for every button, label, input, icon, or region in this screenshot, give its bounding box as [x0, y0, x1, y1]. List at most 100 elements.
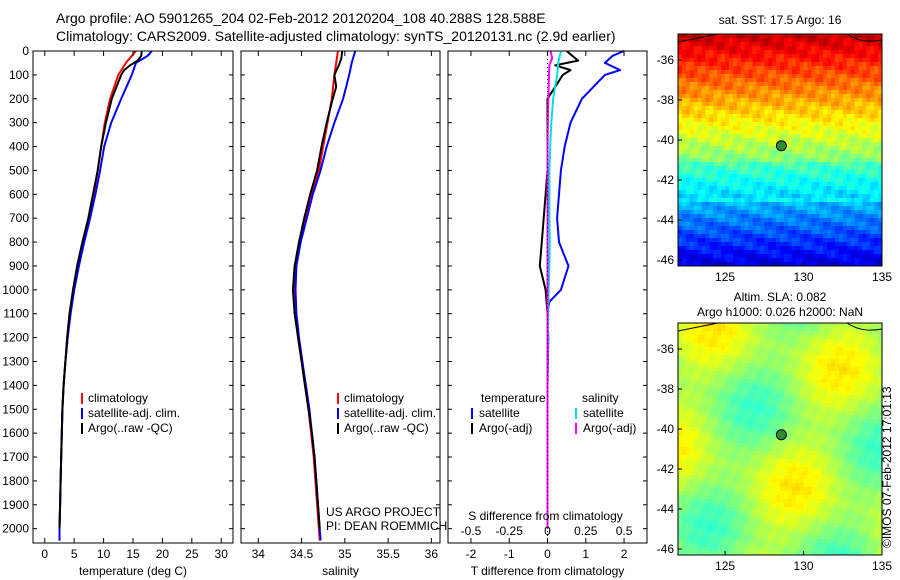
sst-map-cell — [713, 238, 718, 243]
sst-map-cell — [791, 234, 797, 239]
sst-map-cell — [736, 126, 742, 131]
sst-map-cell — [842, 162, 848, 167]
sst-map-cell — [854, 182, 859, 187]
sst-map-cell — [725, 82, 730, 87]
sla-map-cell — [689, 387, 695, 392]
sst-map-cell — [846, 82, 852, 87]
sst-map-cell — [803, 190, 808, 195]
sst-map-cell — [685, 174, 691, 179]
sst-map-cell — [713, 90, 718, 95]
sst-map-cell — [776, 130, 781, 135]
sla-map-cell — [787, 387, 793, 392]
sla-map-cell — [854, 355, 859, 360]
sst-map-cell — [811, 230, 816, 235]
sst-map-cell — [721, 126, 726, 131]
sla-map-cell — [740, 367, 746, 372]
sla-map-cell — [736, 395, 742, 400]
sla-map-cell — [736, 391, 742, 396]
sla-map-cell — [693, 335, 699, 340]
sst-map-cell — [858, 214, 863, 219]
sst-map-cell — [799, 86, 804, 91]
sst-map-cell — [795, 134, 801, 139]
sla-map-cell — [827, 339, 832, 344]
sst-map-cell — [744, 62, 750, 67]
sst-map-cell — [799, 166, 804, 171]
sla-map-cell — [854, 383, 859, 388]
sla-map-cell — [685, 347, 691, 352]
sst-map-cell — [732, 166, 738, 171]
sla-map-cell — [717, 335, 722, 340]
sst-map-cell — [878, 74, 883, 79]
sst-map-cell — [678, 194, 683, 199]
sla-map-cell — [729, 335, 734, 340]
salinity-xtick-label: 34 — [252, 547, 266, 561]
sst-map-cell — [740, 210, 746, 215]
sst-map-cell — [823, 90, 828, 95]
sst-map-cell — [756, 70, 761, 75]
sst-map-cell — [709, 250, 714, 255]
sst-map-cell — [764, 74, 769, 79]
sst-map-cell — [878, 182, 883, 187]
sla-map-cell — [736, 367, 742, 372]
sst-map-cell — [717, 94, 722, 99]
sst-map-cell — [768, 166, 773, 171]
sst-map-cell — [819, 250, 824, 255]
sst-map-cell — [768, 74, 773, 79]
sst-map-cell — [736, 234, 742, 239]
sst-map-cell — [831, 246, 836, 251]
sst-map-cell — [834, 174, 840, 179]
sst-map-cell — [760, 214, 765, 219]
sla-map-cell — [858, 367, 863, 372]
sst-map-cell — [689, 142, 695, 147]
sla-map-cell — [776, 327, 781, 332]
sst-map-cell — [744, 66, 750, 71]
sla-map-cell — [815, 339, 820, 344]
sst-map-cell — [713, 146, 718, 151]
sst-map-cell — [838, 246, 844, 251]
sst-map-cell — [717, 138, 722, 143]
sla-map-cell — [725, 411, 730, 416]
sst-map-cell — [725, 38, 730, 43]
sst-map-cell — [815, 82, 820, 87]
sst-map-cell — [689, 190, 695, 195]
sst-map-cell — [834, 106, 840, 111]
sst-map-cell — [740, 142, 746, 147]
sla-map-cell — [681, 407, 687, 412]
sla-map-cell — [736, 327, 742, 332]
sla-map-cell — [846, 347, 852, 352]
sla-map-cell — [823, 403, 828, 408]
sla-map-cell — [850, 411, 855, 416]
sla-map-cell — [756, 451, 761, 456]
sla-map-cell — [693, 375, 699, 380]
sst-map-cell — [697, 170, 702, 175]
sst-map-cell — [685, 242, 691, 247]
sla-map-cell — [717, 435, 722, 440]
sst-map-cell — [846, 158, 852, 163]
sst-map-cell — [776, 186, 781, 191]
sst-map-cell — [874, 46, 879, 51]
sla-map-cell — [783, 363, 789, 368]
sla-map-cell — [752, 411, 757, 416]
sst-map-cell — [795, 242, 801, 247]
sst-map-cell — [838, 66, 844, 71]
sst-map-cell — [748, 218, 753, 223]
sst-map-cell — [874, 214, 879, 219]
sst-map-cell — [831, 118, 836, 123]
sst-map-cell — [870, 226, 875, 231]
sst-map-cell — [838, 218, 844, 223]
sst-map-cell — [689, 234, 695, 239]
sla-map-cell — [705, 367, 710, 372]
sst-map-cell — [870, 154, 875, 159]
sst-map-cell — [799, 254, 804, 259]
sst-map-cell — [681, 106, 687, 111]
sla-map-cell — [729, 363, 734, 368]
sst-map-cell — [744, 170, 750, 175]
sst-map-cell — [842, 218, 848, 223]
sst-map-cell — [819, 46, 824, 51]
sla-map-cell — [701, 427, 706, 432]
sla-map-cell — [819, 415, 824, 420]
sla-map-cell — [842, 439, 848, 444]
sla-map-cell — [803, 339, 808, 344]
sla-map-cell — [795, 331, 801, 336]
sst-map-cell — [783, 182, 789, 187]
